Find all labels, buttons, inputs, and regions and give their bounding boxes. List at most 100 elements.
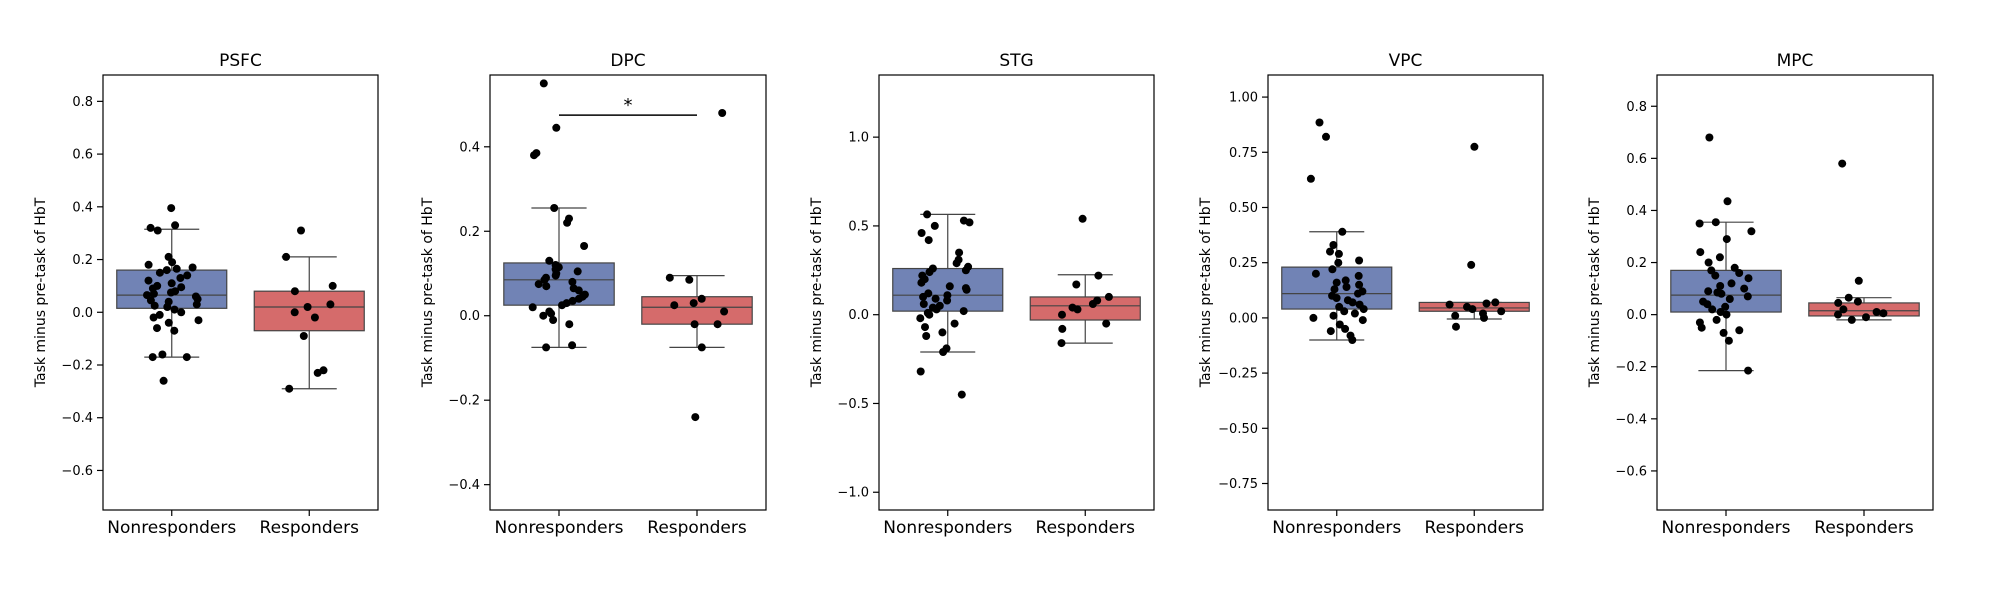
data-point	[568, 341, 577, 350]
data-point	[1102, 319, 1111, 328]
data-point	[685, 275, 694, 284]
data-point	[1715, 253, 1724, 262]
data-point	[1480, 313, 1488, 322]
data-point	[150, 301, 159, 310]
data-point	[1730, 263, 1739, 272]
data-point	[176, 274, 185, 282]
data-point	[1354, 289, 1362, 298]
data-point	[1306, 174, 1315, 183]
data-point	[158, 350, 167, 359]
x-tick-label: Responders	[260, 518, 360, 538]
data-point	[1326, 327, 1335, 336]
data-point	[170, 326, 179, 335]
data-point	[1088, 300, 1097, 308]
panel-vpc: −0.75 −0.50 −0.25 0.00 0.25 0.50 0.75 1.00 Nonre…	[1198, 51, 1544, 538]
data-point	[1078, 214, 1087, 223]
data-point	[924, 236, 933, 245]
data-point	[540, 275, 549, 284]
y-axis-label: Task minus pre-task of HbT	[1587, 197, 1603, 388]
y-axis-label: Task minus pre-task of HbT	[809, 197, 825, 388]
data-point	[549, 316, 558, 324]
y-tick-label: 0.0	[848, 308, 869, 323]
data-point	[697, 343, 706, 352]
panel-mpc: −0.6 −0.4 −0.2 0.0 0.2 0.4 0.6 0.8 Nonresponders…	[1587, 51, 1934, 538]
data-point	[1332, 294, 1341, 302]
data-point	[328, 281, 337, 290]
data-point	[1838, 159, 1847, 168]
data-point	[552, 123, 561, 132]
data-point	[1491, 298, 1500, 307]
data-point	[917, 229, 926, 237]
data-point	[547, 309, 556, 318]
y-tick-label: 1.00	[1229, 91, 1258, 106]
data-point	[962, 285, 971, 294]
box-responders	[1029, 274, 1141, 344]
axes-frame	[102, 74, 379, 511]
x-tick-label: Nonresponders	[883, 518, 1012, 538]
data-point	[177, 283, 186, 292]
data-point	[1722, 310, 1731, 319]
x-tick-label: Nonresponders	[107, 518, 236, 538]
data-point	[950, 319, 959, 328]
data-point	[1309, 313, 1318, 322]
panel-title: STG	[999, 51, 1033, 71]
data-point	[690, 320, 699, 329]
data-point	[574, 294, 583, 303]
data-point	[1329, 311, 1338, 320]
data-point	[1695, 219, 1704, 228]
y-tick-label: 0.75	[1229, 146, 1258, 161]
data-point	[1340, 307, 1349, 316]
data-point	[313, 368, 322, 377]
y-tick-label: 0.25	[1229, 256, 1258, 271]
y-tick-label: −0.4	[1615, 412, 1647, 427]
data-point	[1722, 235, 1731, 244]
y-tick-label: 0.00	[1229, 311, 1258, 326]
data-point	[718, 109, 727, 117]
data-point	[1355, 280, 1364, 289]
data-point	[542, 343, 551, 352]
data-point	[1332, 278, 1341, 287]
data-point	[1482, 299, 1491, 308]
data-point	[573, 267, 582, 276]
data-point	[955, 248, 964, 257]
data-point	[1719, 328, 1728, 337]
data-point	[1879, 309, 1888, 318]
data-point	[1711, 271, 1720, 280]
data-point	[1725, 295, 1734, 303]
data-point	[1696, 248, 1705, 257]
y-tick-label: 0.5	[848, 219, 869, 234]
data-point	[162, 266, 171, 275]
data-point	[1716, 282, 1725, 290]
axes-frame	[1656, 74, 1934, 511]
y-tick-label: −0.2	[1615, 360, 1647, 375]
data-point	[1834, 298, 1843, 307]
data-point	[1721, 302, 1730, 311]
panel-title: DPC	[610, 51, 645, 71]
y-tick-label: −0.4	[61, 411, 93, 426]
x-tick-label: Nonresponders	[1272, 518, 1401, 538]
panel-title: VPC	[1389, 51, 1423, 71]
data-point	[923, 210, 932, 219]
data-point	[568, 296, 577, 305]
y-tick-label: −0.6	[61, 464, 93, 479]
data-point	[1704, 258, 1713, 267]
x-tick-label: Nonresponders	[1662, 518, 1791, 538]
data-point	[930, 221, 939, 230]
data-point	[167, 204, 176, 213]
y-tick-label: 0.0	[1626, 308, 1647, 323]
data-point	[916, 314, 925, 323]
data-point	[1348, 336, 1357, 344]
data-point	[159, 376, 168, 385]
significance-marker: *	[624, 95, 633, 116]
data-point	[1740, 284, 1749, 293]
y-axis-label: Task minus pre-task of HbT	[33, 197, 49, 388]
data-point	[1348, 298, 1357, 307]
y-tick-label: −1.0	[837, 486, 869, 501]
y-tick-label: 0.2	[459, 225, 480, 240]
data-point	[1315, 118, 1324, 127]
data-point	[1703, 300, 1712, 309]
data-point	[1712, 315, 1721, 324]
y-tick-label: 0.4	[459, 140, 480, 155]
data-point	[922, 332, 931, 340]
y-tick-label: −0.75	[1218, 477, 1258, 492]
